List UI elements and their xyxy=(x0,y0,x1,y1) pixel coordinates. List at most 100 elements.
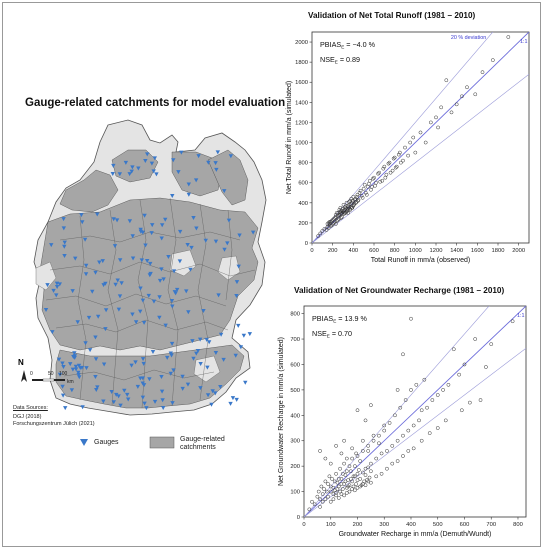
gauge-marker xyxy=(205,393,211,398)
gauge-marker xyxy=(222,189,227,194)
catchment-boundary xyxy=(197,203,209,401)
gauge-marker xyxy=(114,218,120,223)
gauge-marker xyxy=(172,290,178,295)
gauge-marker xyxy=(68,362,73,367)
gauge-marker xyxy=(250,230,256,235)
gauge-marker xyxy=(241,333,247,338)
gauge-marker xyxy=(117,294,123,299)
gauge-marker xyxy=(171,158,176,163)
gauge-marker xyxy=(79,213,84,218)
gauge-marker xyxy=(117,258,123,263)
gauge-marker xyxy=(214,167,219,172)
gauge-marker xyxy=(90,289,95,294)
gauge-marker xyxy=(133,360,138,365)
gauge-marker xyxy=(72,355,77,360)
gauge-marker xyxy=(159,389,165,394)
gauge-marker xyxy=(243,380,248,385)
gauge-marker xyxy=(176,170,181,175)
gauge-marker xyxy=(149,231,154,236)
gauge-marker xyxy=(151,169,156,174)
gauge-marker xyxy=(234,294,239,299)
gauge-marker xyxy=(168,351,173,356)
gauge-marker xyxy=(101,399,106,404)
gauge-marker xyxy=(206,340,212,345)
gauge-marker xyxy=(218,384,223,389)
gauge-marker xyxy=(110,172,115,177)
gauge-marker xyxy=(135,384,141,389)
catchment-boundary xyxy=(45,293,227,307)
gauge-marker xyxy=(112,244,118,249)
gauge-marker xyxy=(184,289,189,294)
gauge-marker xyxy=(60,393,66,398)
gauge-marker xyxy=(103,327,108,332)
gauge-marker xyxy=(169,299,175,304)
gauge-marker xyxy=(198,362,203,367)
gauge-marker xyxy=(119,281,124,286)
gauge-marker xyxy=(142,213,147,218)
gauge-marker xyxy=(203,238,208,243)
gauge-marker xyxy=(115,278,120,283)
gauge-marker xyxy=(109,389,114,394)
gauge-marker xyxy=(100,259,105,264)
gauge-marker xyxy=(196,154,201,159)
gauge-marker xyxy=(191,215,196,220)
catchment-boundary xyxy=(49,261,256,277)
gauge-marker xyxy=(111,400,116,405)
gauge-marker xyxy=(103,281,108,286)
gauge-marker xyxy=(197,337,203,342)
gauge-marker xyxy=(180,386,185,391)
gauge-marker xyxy=(130,256,136,261)
gauge-marker xyxy=(204,337,209,342)
gauge-marker xyxy=(161,277,166,282)
gauge-marker xyxy=(177,229,183,234)
gauge-marker xyxy=(93,270,98,275)
gauge-marker xyxy=(95,385,100,390)
gauge-marker xyxy=(160,406,166,411)
gauge-marker xyxy=(185,382,191,387)
gauge-marker xyxy=(94,388,99,393)
gauge-marker xyxy=(230,396,236,401)
gauge-marker xyxy=(116,394,121,399)
gauge-marker xyxy=(193,178,199,183)
gauge-marker xyxy=(194,351,199,356)
gauge-marker xyxy=(113,282,118,287)
gauge-marker xyxy=(170,194,175,199)
gauge-marker xyxy=(76,372,81,377)
uncovered-area-east xyxy=(217,255,241,281)
scale-unit: km xyxy=(67,379,74,385)
gauge-marker xyxy=(159,374,164,379)
gauge-marker xyxy=(140,381,145,386)
gauge-marker xyxy=(129,169,134,174)
gauge-marker xyxy=(130,234,135,239)
gauge-marker xyxy=(170,401,175,406)
catchment-boundary xyxy=(55,319,229,333)
gauge-marker xyxy=(93,357,99,362)
gauge-marker xyxy=(114,392,119,397)
gauge-marker xyxy=(163,323,168,328)
gauge-marker xyxy=(118,403,123,408)
gauge-marker xyxy=(61,226,67,231)
gauge-marker xyxy=(43,307,49,312)
gauge-marker xyxy=(84,366,89,371)
catchment-region-east xyxy=(207,149,249,206)
gauge-marker xyxy=(146,293,151,298)
chart1-title: Validation of Net Total Runoff (1981 – 2… xyxy=(308,11,476,20)
gauge-marker xyxy=(138,227,143,232)
gauge-marker xyxy=(234,397,239,402)
gauge-marker xyxy=(201,308,206,313)
gauge-marker xyxy=(169,341,175,346)
gauge-marker xyxy=(186,192,192,197)
gauge-marker xyxy=(116,307,122,312)
gauge-marker xyxy=(60,361,65,366)
gauge-marker xyxy=(186,310,191,315)
gauge-marker xyxy=(213,239,219,244)
gauge-marker xyxy=(228,401,233,406)
gauge-marker xyxy=(233,353,238,358)
gauge-marker xyxy=(152,156,158,161)
scale-tick-100: 100 xyxy=(59,371,68,377)
gauge-marker xyxy=(174,287,180,292)
gauge-marker xyxy=(125,392,130,397)
gauge-marker xyxy=(166,255,171,260)
gauge-marker xyxy=(80,220,85,225)
